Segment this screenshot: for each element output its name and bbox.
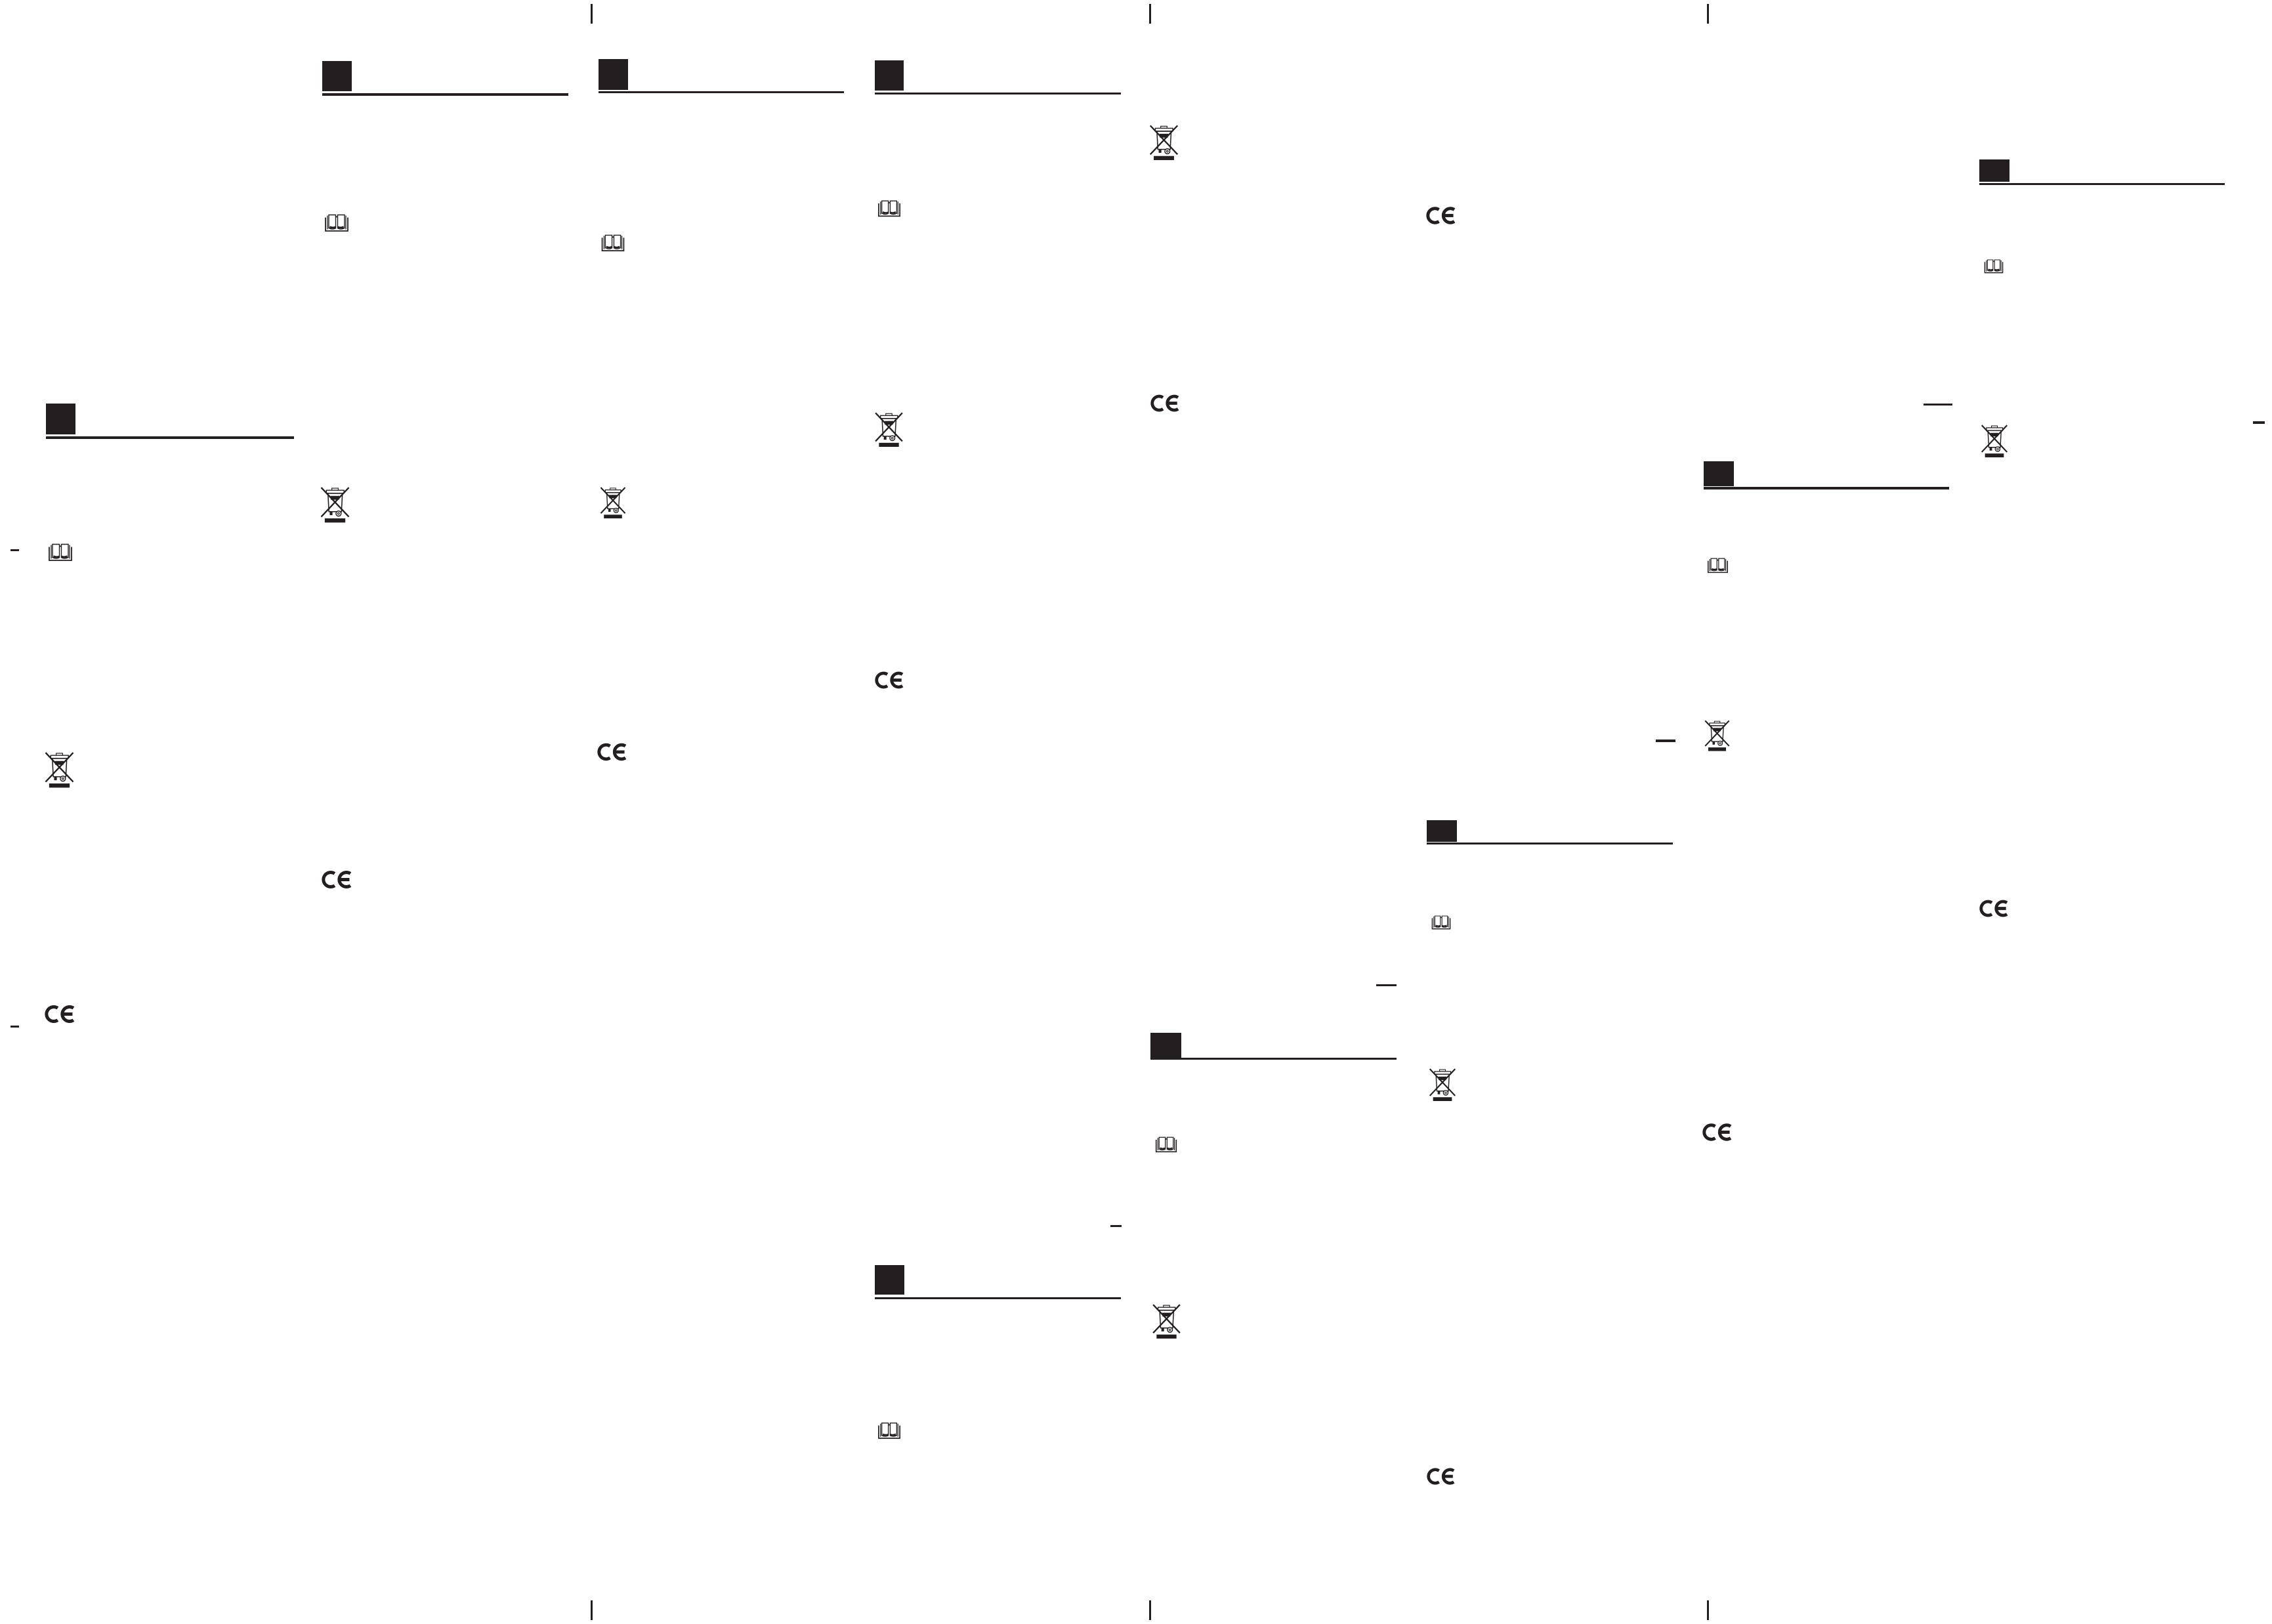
ce-mark-icon [1702,1121,1733,1144]
crop-tick-bottom-right [1707,1600,1709,1620]
ce-mark-icon [1426,204,1457,227]
section-header-rule [1427,843,1673,844]
section-header-block [875,60,904,91]
manual-book-icon [1153,1136,1179,1154]
ce-mark-icon [597,741,628,763]
ce-mark-icon [322,868,353,891]
weee-bin-icon [1148,123,1179,160]
section-header-rule [322,93,568,96]
fold-dash-3 [1656,739,1675,742]
weee-bin-icon [1704,718,1730,752]
manual-book-icon [600,234,625,253]
weee-bin-icon [874,411,904,447]
ce-mark-icon [45,1003,76,1026]
section-header-block [1150,1033,1181,1058]
crop-tick-bottom-left [591,1600,593,1620]
weee-bin-icon [1979,423,2009,457]
section-header-rule [1979,183,2225,185]
crop-tick-top-left [591,4,593,24]
section-header-rule [1704,487,1949,489]
manual-book-icon [1429,915,1454,930]
weee-bin-icon [1152,1302,1181,1339]
weee-bin-icon [1428,1067,1457,1101]
manual-book-icon [877,1421,901,1440]
manual-book-icon [877,199,901,219]
section-header-block [322,61,352,91]
section-header-block [1427,820,1457,842]
fold-dash-2 [1376,984,1397,986]
section-header-rule [875,93,1121,94]
fold-dash-4 [1924,404,1952,406]
ce-mark-icon [1150,392,1181,415]
ce-mark-icon [875,669,905,691]
weee-bin-icon [320,484,350,524]
manual-book-icon [1981,259,2006,274]
ce-mark-icon [1427,1465,1456,1488]
edge-dash-left-lower [11,1026,19,1028]
fold-dash-1 [1110,1225,1122,1227]
edge-dash-left-upper [11,549,19,551]
weee-bin-icon [45,750,74,788]
section-header-block [46,404,75,434]
crop-tick-top-center [1149,4,1151,24]
section-header-rule [599,91,844,93]
section-header-block [1704,461,1734,486]
manual-book-icon [48,543,73,562]
section-header-block [599,59,628,90]
crop-tick-bottom-center [1149,1600,1151,1620]
section-header-rule [1150,1058,1397,1060]
edge-dash-right [2253,421,2265,424]
section-header-rule [875,1297,1121,1299]
ce-mark-icon [1979,897,2009,920]
weee-bin-icon [598,486,628,518]
section-header-block [1979,159,2009,182]
manual-book-icon [1705,557,1731,574]
crop-tick-top-right [1707,4,1709,24]
manual-book-icon [324,213,349,233]
section-header-block [875,1265,904,1295]
section-header-rule [46,436,294,439]
